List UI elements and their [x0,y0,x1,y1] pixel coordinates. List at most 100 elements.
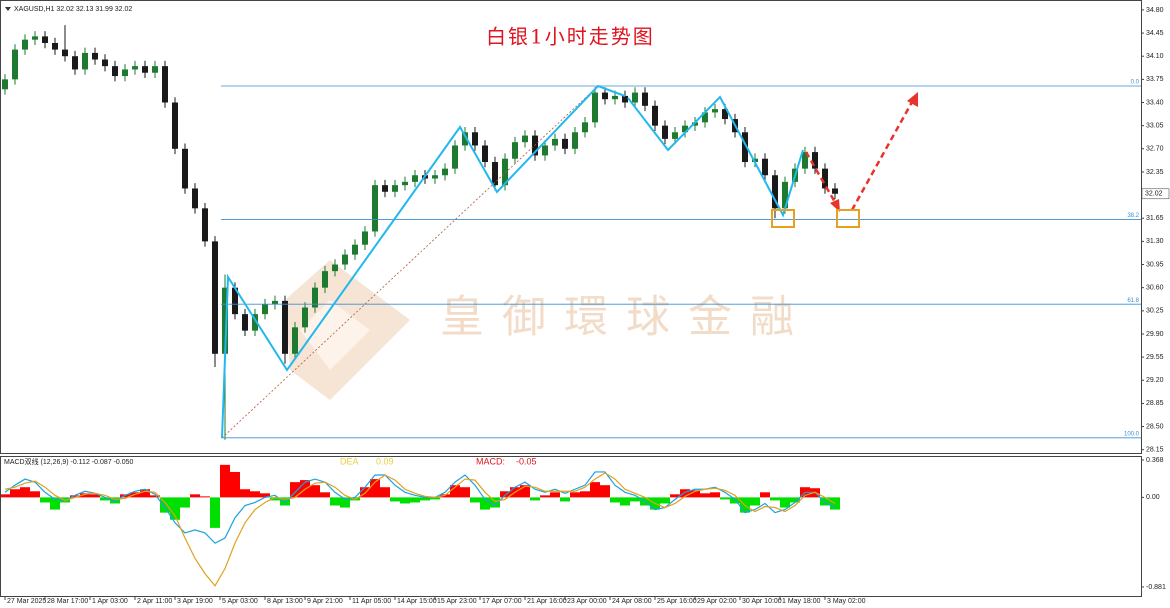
histogram-bar [710,492,720,498]
y-tick-label: 34.10 [1146,53,1164,60]
histogram-bar [760,492,770,498]
candle-body [622,95,628,103]
histogram-bar [780,497,790,508]
histogram-bar [420,497,430,501]
arrow [804,151,838,205]
x-tick-label: 3 May 02:00 [827,598,866,605]
histogram-bar [720,497,730,500]
candle-body [122,69,128,77]
x-tick-label: 3 Apr 19:00 [177,598,213,605]
histogram-bar [700,493,710,498]
candle-body [342,254,348,265]
candle-body [92,52,98,60]
x-tick-label: 5 Apr 03:00 [222,598,258,605]
histogram-bar [680,489,690,498]
histogram-bar [200,496,210,498]
y-tick-label: 30.25 [1146,308,1164,315]
candle-body [832,188,838,194]
fib-label: 38.2 [1127,213,1139,219]
y-tick-label: 30.60 [1146,285,1164,292]
candle-body [42,36,48,43]
price-tag [1141,188,1170,200]
candle-body [782,181,788,209]
x-tick-label: 25 Apr 16:00 [657,598,697,605]
histogram-bar [500,491,510,498]
x-tick-label: 29 Apr 02:00 [697,598,737,605]
dea-value: 0.09 [376,456,394,466]
fib-label: 0.0 [1131,80,1140,86]
histogram-bar [380,487,390,498]
candle-body [242,314,248,331]
histogram-bar [220,464,230,498]
candle-body [772,175,778,209]
macd-label: MACD: [476,456,505,466]
candle-body [62,49,68,57]
candle-body [152,66,158,73]
candle-body [682,125,688,133]
x-tick-label: 2 Apr 11:00 [137,598,172,605]
y-tick-label: 33.75 [1146,76,1164,83]
x-tick-label: 1 Apr 03:00 [92,598,128,605]
histogram-bar [330,497,340,506]
x-tick-label: 30 Apr 10:00 [742,598,782,605]
candle-body [352,244,358,255]
candle-body [582,122,588,133]
histogram-bar [190,494,200,498]
candle-body [562,138,568,149]
arrow-head [830,199,840,212]
symbol-header: XAGUSD,H1 32.02 32.13 31.99 32.02 [14,6,132,13]
histogram-bar [260,493,270,498]
candle-body [702,112,708,123]
candle-body [822,168,828,189]
candle-body [752,158,758,163]
candle-body [432,175,438,179]
histogram-bar [730,497,740,504]
histogram-bar [470,497,480,503]
watermark-logo-inner [300,300,370,370]
x-tick-label: 11 Apr 05:00 [352,598,391,605]
candle-body [182,148,188,189]
candle-body [382,185,388,192]
x-tick-label: 28 Mar 17:00 [47,598,88,605]
candle-body [662,125,668,139]
histogram-bar [580,491,590,498]
histogram-bar [80,493,90,498]
histogram-bar [590,482,600,498]
candle-body [812,152,818,169]
candle-body [282,300,288,354]
x-tick-label: 21 Apr 16:00 [527,598,567,605]
highlight-box [836,209,860,228]
x-tick-label: 1 May 18:00 [782,598,821,605]
candle-body [722,109,728,120]
candle-body [462,132,468,146]
y-tick-label: 29.55 [1146,354,1164,361]
y-tick-label: 34.80 [1146,7,1164,14]
histogram-bar [630,497,640,502]
candle-body [392,185,398,192]
watermark: 皇御環球金融 [440,293,812,342]
histogram-bar [230,471,240,498]
histogram-bar [660,497,670,504]
candle-body [222,287,228,354]
histogram-bar [530,497,540,501]
candle-body [212,241,218,354]
histogram-bar [460,487,470,498]
x-tick-label: 9 Apr 21:00 [307,598,343,605]
candle-body [302,307,308,328]
candle-body [102,59,108,67]
histogram-bar [370,479,380,498]
candle-body [322,271,328,288]
histogram-bar [390,497,400,502]
histogram-bar [560,497,570,502]
histogram-bar [10,489,20,498]
histogram-bar [30,491,40,498]
histogram-bar [90,494,100,498]
collapse-icon [5,7,11,11]
candle-body [172,102,178,149]
x-tick-label: 23 Apr 00:00 [567,598,607,605]
y-tick-label: 0.368 [1146,457,1164,464]
histogram-bar [240,489,250,498]
indicator-line [4,472,836,587]
candle-body [202,208,208,242]
